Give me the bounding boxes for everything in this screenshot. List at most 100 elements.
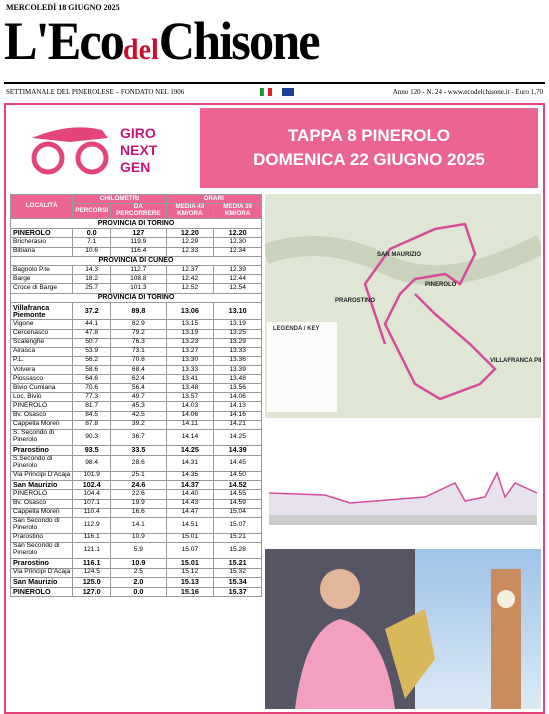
locality: Volvera — [10, 364, 74, 376]
locality: San Secondo di Pinerolo — [10, 516, 74, 534]
cell: 56.4 — [110, 383, 167, 394]
table-row: Piossasco 64.6 62.4 13.41 13.48 — [10, 374, 262, 385]
cell: 13.48 — [165, 383, 215, 394]
table-row: San Maurizio 102.4 24.6 14.37 14.52 — [10, 479, 262, 491]
table-row: Volvera 58.6 68.4 13.33 13.39 — [10, 364, 262, 376]
cell: 14.25 — [165, 444, 215, 456]
table-row: Cappella Moreri 110.4 16.6 14.47 15.04 — [10, 507, 262, 518]
locality: PINEROLO — [10, 586, 74, 598]
cell: 102.4 — [72, 479, 112, 491]
table-row: Cappella Moreri 87.8 39.2 14.11 14.21 — [10, 419, 262, 430]
table-row: Loc. Bivio 77.3 49.7 13.57 14.06 — [10, 392, 262, 403]
locality: Via Principi D'Acaja — [10, 567, 74, 578]
cell: 12.34 — [213, 246, 262, 257]
cell: 5.9 — [110, 541, 167, 559]
cell: 62.4 — [110, 374, 167, 385]
table-row: Scalenghe 50.7 76.3 13.23 13.29 — [10, 337, 262, 348]
col-header: DA PERCORRERE — [110, 202, 167, 220]
cell: 13.27 — [165, 346, 215, 357]
cell: 12.20 — [165, 227, 215, 239]
table-row: PINEROLO 81.7 45.3 14.03 14.13 — [10, 401, 262, 412]
cell: 14.45 — [213, 454, 262, 472]
cell: 7.1 — [72, 237, 112, 248]
cell: 44.1 — [72, 319, 112, 330]
route-map: SAN MAURIZIO PINEROLO PRAROSTINO VILLAFRANC… — [265, 194, 541, 418]
cell: 24.6 — [110, 479, 167, 491]
cell: 47.8 — [72, 328, 112, 339]
cell: 84.5 — [72, 410, 112, 421]
cell: 28.6 — [110, 454, 167, 472]
section-title: PROVINCIA DI CUNEO — [10, 255, 262, 267]
cell: 13.41 — [165, 374, 215, 385]
cell: 25.7 — [72, 283, 112, 294]
cell: 12.20 — [213, 227, 262, 239]
cell: 108.8 — [110, 274, 167, 285]
cell: 13.23 — [165, 337, 215, 348]
cell: 15.13 — [165, 576, 215, 588]
cell: 101.9 — [72, 470, 112, 481]
cell: 13.33 — [213, 346, 262, 357]
locality: Airasca — [10, 346, 74, 357]
cell: 42.5 — [110, 410, 167, 421]
locality: Prarostino — [10, 532, 74, 543]
table-row: Prarostino 116.1 10.9 15.01 15.21 — [10, 532, 262, 543]
cell: 13.33 — [165, 364, 215, 376]
cell: 13.57 — [165, 392, 215, 403]
cell: 82.9 — [110, 319, 167, 330]
cell: 127.0 — [72, 586, 112, 598]
map-label: PINEROLO — [425, 282, 457, 288]
table-row: PINEROLO 0.0 127 12.20 12.20 — [10, 227, 262, 239]
table-row: PINEROLO 104.4 22.6 14.40 14.55 — [10, 489, 262, 500]
cell: 49.7 — [110, 392, 167, 403]
section-title: PROVINCIA DI TORINO — [10, 292, 262, 304]
cell: 10.9 — [110, 532, 167, 543]
cell: 110.4 — [72, 507, 112, 518]
cell: 14.55 — [213, 489, 262, 500]
section-title: PROVINCIA DI TORINO — [10, 218, 262, 229]
cell: 50.7 — [72, 337, 112, 348]
cell: 14.47 — [165, 507, 215, 518]
photo — [265, 549, 541, 709]
schedule: LOCALITÀ CHILOMETRI ORARI PERCORSI DA PERCO… — [10, 194, 262, 708]
cell: 56.2 — [72, 355, 112, 366]
map-label: LEGENDA / KEY — [273, 326, 319, 332]
locality: Prarostino — [10, 444, 74, 456]
cell: 121.1 — [72, 541, 112, 559]
col-header: MEDIA 39 KM/ORA — [213, 202, 262, 220]
cell: 12.33 — [165, 246, 215, 257]
group-header: ORARI — [165, 194, 262, 204]
cell: 12.29 — [165, 237, 215, 248]
cell: 14.25 — [213, 428, 262, 446]
group-header: CHILOMETRI — [72, 194, 167, 204]
cell: 112.7 — [110, 265, 167, 276]
table-row: Vigone 44.1 82.9 13.15 13.19 — [10, 319, 262, 330]
cell: 116.4 — [110, 246, 167, 257]
locality: Cercenasco — [10, 328, 74, 339]
cell: 14.1 — [110, 516, 167, 534]
locality: San Secondo di Pinerolo — [10, 541, 74, 559]
locality: Cappella Moreri — [10, 419, 74, 430]
cell: 14.43 — [165, 498, 215, 509]
locality: Bibiana — [10, 246, 74, 257]
cell: 15.01 — [165, 557, 215, 569]
table-row: Villafranca Piemonte 37.2 89.8 13.06 13.10 — [10, 302, 262, 321]
cell: 10.9 — [110, 557, 167, 569]
cell: 14.14 — [165, 428, 215, 446]
cell: 13.15 — [165, 319, 215, 330]
cell: 15.37 — [213, 586, 262, 598]
cell: 15.16 — [165, 586, 215, 598]
locality: San Maurizio — [10, 479, 74, 491]
table-row: Prarostino 93.5 33.5 14.25 14.39 — [10, 444, 262, 456]
cell: 98.4 — [72, 454, 112, 472]
cell: 116.1 — [72, 557, 112, 569]
table-row: Prarostino 116.1 10.9 15.01 15.21 — [10, 557, 262, 569]
flags — [260, 87, 294, 97]
altimetry-profile — [265, 423, 541, 545]
locality: Bv. Osasco — [10, 410, 74, 421]
cell: 119.9 — [110, 237, 167, 248]
cell: 124.5 — [72, 567, 112, 578]
cell: 15.07 — [165, 541, 215, 559]
section-row: PROVINCIA DI CUNEO — [10, 255, 262, 267]
cell: 104.4 — [72, 489, 112, 500]
